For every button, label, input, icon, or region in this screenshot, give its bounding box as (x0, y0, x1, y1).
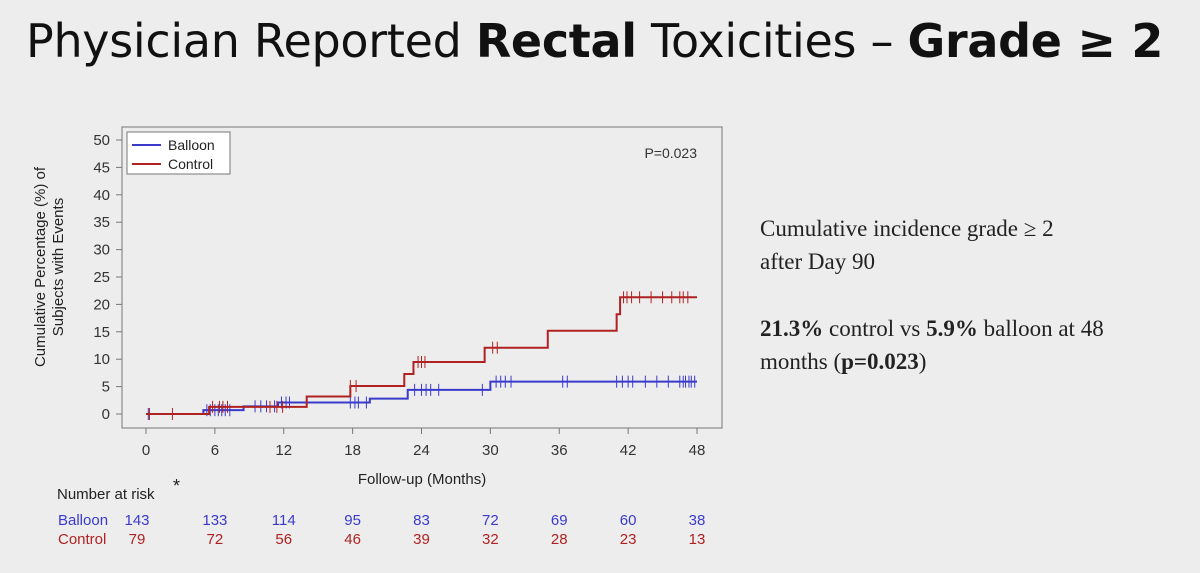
x-tick-label-12: 12 (275, 442, 292, 459)
risk-table-asterisk: * (173, 476, 180, 496)
x-axis-label: Follow-up (Months) (358, 471, 486, 488)
text-balloon: balloon at 48 (977, 316, 1104, 341)
legend-label-balloon: Balloon (168, 137, 215, 153)
y-tick-label-5: 5 (102, 379, 110, 396)
text-months-open: months ( (760, 349, 842, 374)
y-tick-label-50: 50 (93, 132, 110, 149)
note-line-1: Cumulative incidence grade ≥ 2 (760, 216, 1054, 241)
y-axis-label-line1: Cumulative Percentage (%) of (32, 166, 49, 367)
risk-row-label-balloon: Balloon (58, 512, 108, 529)
legend-box (126, 131, 231, 175)
y-tick-label-10: 10 (93, 351, 110, 368)
risk-value-control-36: 28 (551, 531, 568, 548)
risk-value-control-42: 23 (620, 531, 637, 548)
risk-value-control-0: 79 (129, 531, 146, 548)
risk-value-balloon-48: 38 (689, 512, 706, 529)
p-value-annotation: P=0.023 (644, 145, 697, 161)
y-tick-label-45: 45 (93, 159, 110, 176)
risk-value-control-30: 32 (482, 531, 499, 548)
risk-row-label-control: Control (58, 531, 106, 548)
risk-value-control-24: 39 (413, 531, 430, 548)
series-layer (146, 291, 697, 420)
note-comparison: 21.3% control vs 5.9% balloon at 48 month… (760, 312, 1180, 378)
risk-value-control-6: 72 (207, 531, 224, 548)
title-bold-rectal: Rectal (475, 14, 637, 68)
x-tick-label-6: 6 (211, 442, 219, 459)
y-tick-label-0: 0 (102, 406, 110, 423)
text-months-close: ) (918, 349, 927, 374)
risk-value-balloon-36: 69 (551, 512, 568, 529)
title-middle: Toxicities – (636, 14, 908, 68)
stat-balloon: 5.9% (926, 316, 978, 341)
risk-value-balloon-24: 83 (413, 512, 430, 529)
x-tick-label-18: 18 (344, 442, 361, 459)
y-axis-label-line2: Subjects with Events (50, 198, 67, 336)
y-tick-label-35: 35 (93, 214, 110, 231)
series-line-control (146, 296, 697, 415)
chart: 0 5 10 15 20 25 30 35 40 45 50 0 6 12 18 24 30 36 42 48 Cu… (32, 126, 723, 548)
y-tick-label-40: 40 (93, 187, 110, 204)
title-prefix: Physician Reported (26, 14, 476, 68)
text-control: control vs (823, 316, 927, 341)
title-bold-grade: Grade ≥ 2 (907, 14, 1164, 68)
legend: Balloon Control (126, 131, 231, 175)
x-tick-label-42: 42 (620, 442, 637, 459)
x-tick-label-30: 30 (482, 442, 499, 459)
risk-value-balloon-6: 133 (202, 512, 227, 529)
y-axis: 0 5 10 15 20 25 30 35 40 45 50 (93, 132, 122, 423)
x-tick-label-36: 36 (551, 442, 568, 459)
risk-table-title: Number at risk (57, 486, 155, 503)
risk-value-balloon-12: 114 (272, 512, 296, 529)
x-tick-label-48: 48 (689, 442, 706, 459)
x-tick-label-24: 24 (413, 442, 430, 459)
y-tick-label-15: 15 (93, 324, 110, 341)
risk-value-control-48: 13 (689, 531, 706, 548)
stat-control: 21.3% (760, 316, 824, 341)
risk-value-control-12: 56 (275, 531, 292, 548)
legend-label-control: Control (168, 156, 213, 172)
y-tick-label-20: 20 (93, 296, 110, 313)
slide-title: Physician Reported Rectal Toxicities – G… (26, 14, 1163, 68)
note-cumulative-incidence: Cumulative incidence grade ≥ 2 after Day… (760, 212, 1180, 278)
y-tick-label-30: 30 (93, 242, 110, 259)
note-line-2: after Day 90 (760, 249, 875, 274)
x-tick-label-0: 0 (142, 442, 150, 459)
risk-value-balloon-0: 143 (124, 512, 149, 529)
p-value-bold: p=0.023 (841, 349, 919, 374)
risk-table: Number at risk * Balloon 143 133 114 95 83 72 6… (57, 476, 705, 548)
risk-value-balloon-30: 72 (482, 512, 499, 529)
x-axis: 0 6 12 18 24 30 36 42 48 (142, 428, 706, 459)
risk-value-balloon-18: 95 (344, 512, 361, 529)
risk-value-control-18: 46 (344, 531, 361, 548)
y-tick-label-25: 25 (93, 269, 110, 286)
risk-value-balloon-42: 60 (620, 512, 637, 529)
